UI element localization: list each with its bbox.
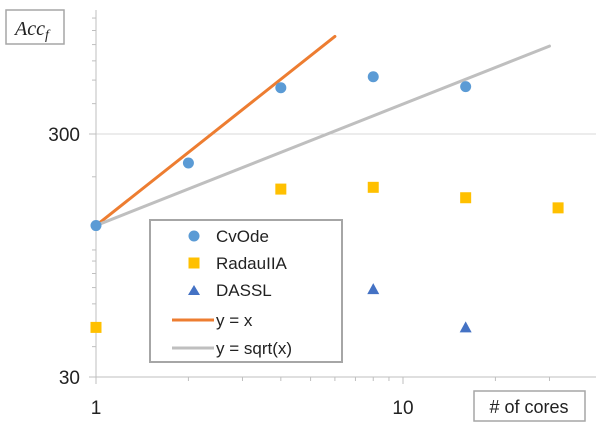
- y-minor-ticks: [92, 17, 96, 348]
- y-axis-label-sub: f: [45, 28, 51, 43]
- legend-label-y-equals-x: y = x: [216, 311, 253, 330]
- legend-box: [149, 219, 343, 363]
- legend-label-radauiia: RadauIIA: [216, 254, 288, 273]
- series-markers: [90, 71, 564, 333]
- x-tick-label-10: 10: [392, 398, 413, 419]
- y-tick-label-30: 30: [59, 368, 80, 389]
- data-point-cvode-4: [275, 82, 287, 94]
- data-point-cvode-16: [460, 81, 472, 93]
- x-axis-label-text: # of cores: [489, 397, 568, 417]
- svg-text:Accf: Accf: [13, 18, 51, 43]
- legend-label-y-equals-sqrt-x: y = sqrt(x): [216, 339, 292, 358]
- x-axis-label-box: [473, 390, 586, 422]
- data-point-radauiia-4: [275, 183, 287, 195]
- y-tick-label-300: 300: [48, 125, 80, 146]
- data-point-cvode-1: [90, 220, 102, 232]
- data-point-cvode-2: [182, 157, 194, 169]
- data-point-radauiia-32: [552, 202, 564, 214]
- x-tick-label-1: 1: [91, 398, 102, 419]
- data-point-dassl-8: [367, 283, 380, 295]
- legend-marker-cvode: [188, 230, 200, 242]
- data-point-radauiia-16: [460, 192, 472, 204]
- series-lines: [94, 34, 551, 228]
- series-line-y-sqrt-x: [94, 44, 551, 228]
- y-axis-label-main: Acc: [13, 18, 45, 40]
- data-point-radauiia-8: [367, 181, 379, 193]
- data-point-radauiia-1: [90, 321, 102, 333]
- legend-marker-dassl: [188, 285, 200, 295]
- x-axis-label: # of cores: [473, 390, 586, 422]
- data-point-dassl-16: [459, 321, 472, 333]
- legend: CvOde RadauIIA DASSL y = x y = sqrt(x): [149, 219, 343, 363]
- legend-label-cvode: CvOde: [216, 227, 269, 246]
- y-axis-label-box: [5, 9, 65, 45]
- legend-marker-radauiia: [188, 257, 200, 269]
- series-line-y-x: [94, 34, 337, 228]
- y-axis-label: Accf: [5, 9, 65, 45]
- data-point-cvode-8: [367, 71, 379, 83]
- x-minor-ticks: [187, 377, 550, 381]
- legend-label-dassl: DASSL: [216, 281, 272, 300]
